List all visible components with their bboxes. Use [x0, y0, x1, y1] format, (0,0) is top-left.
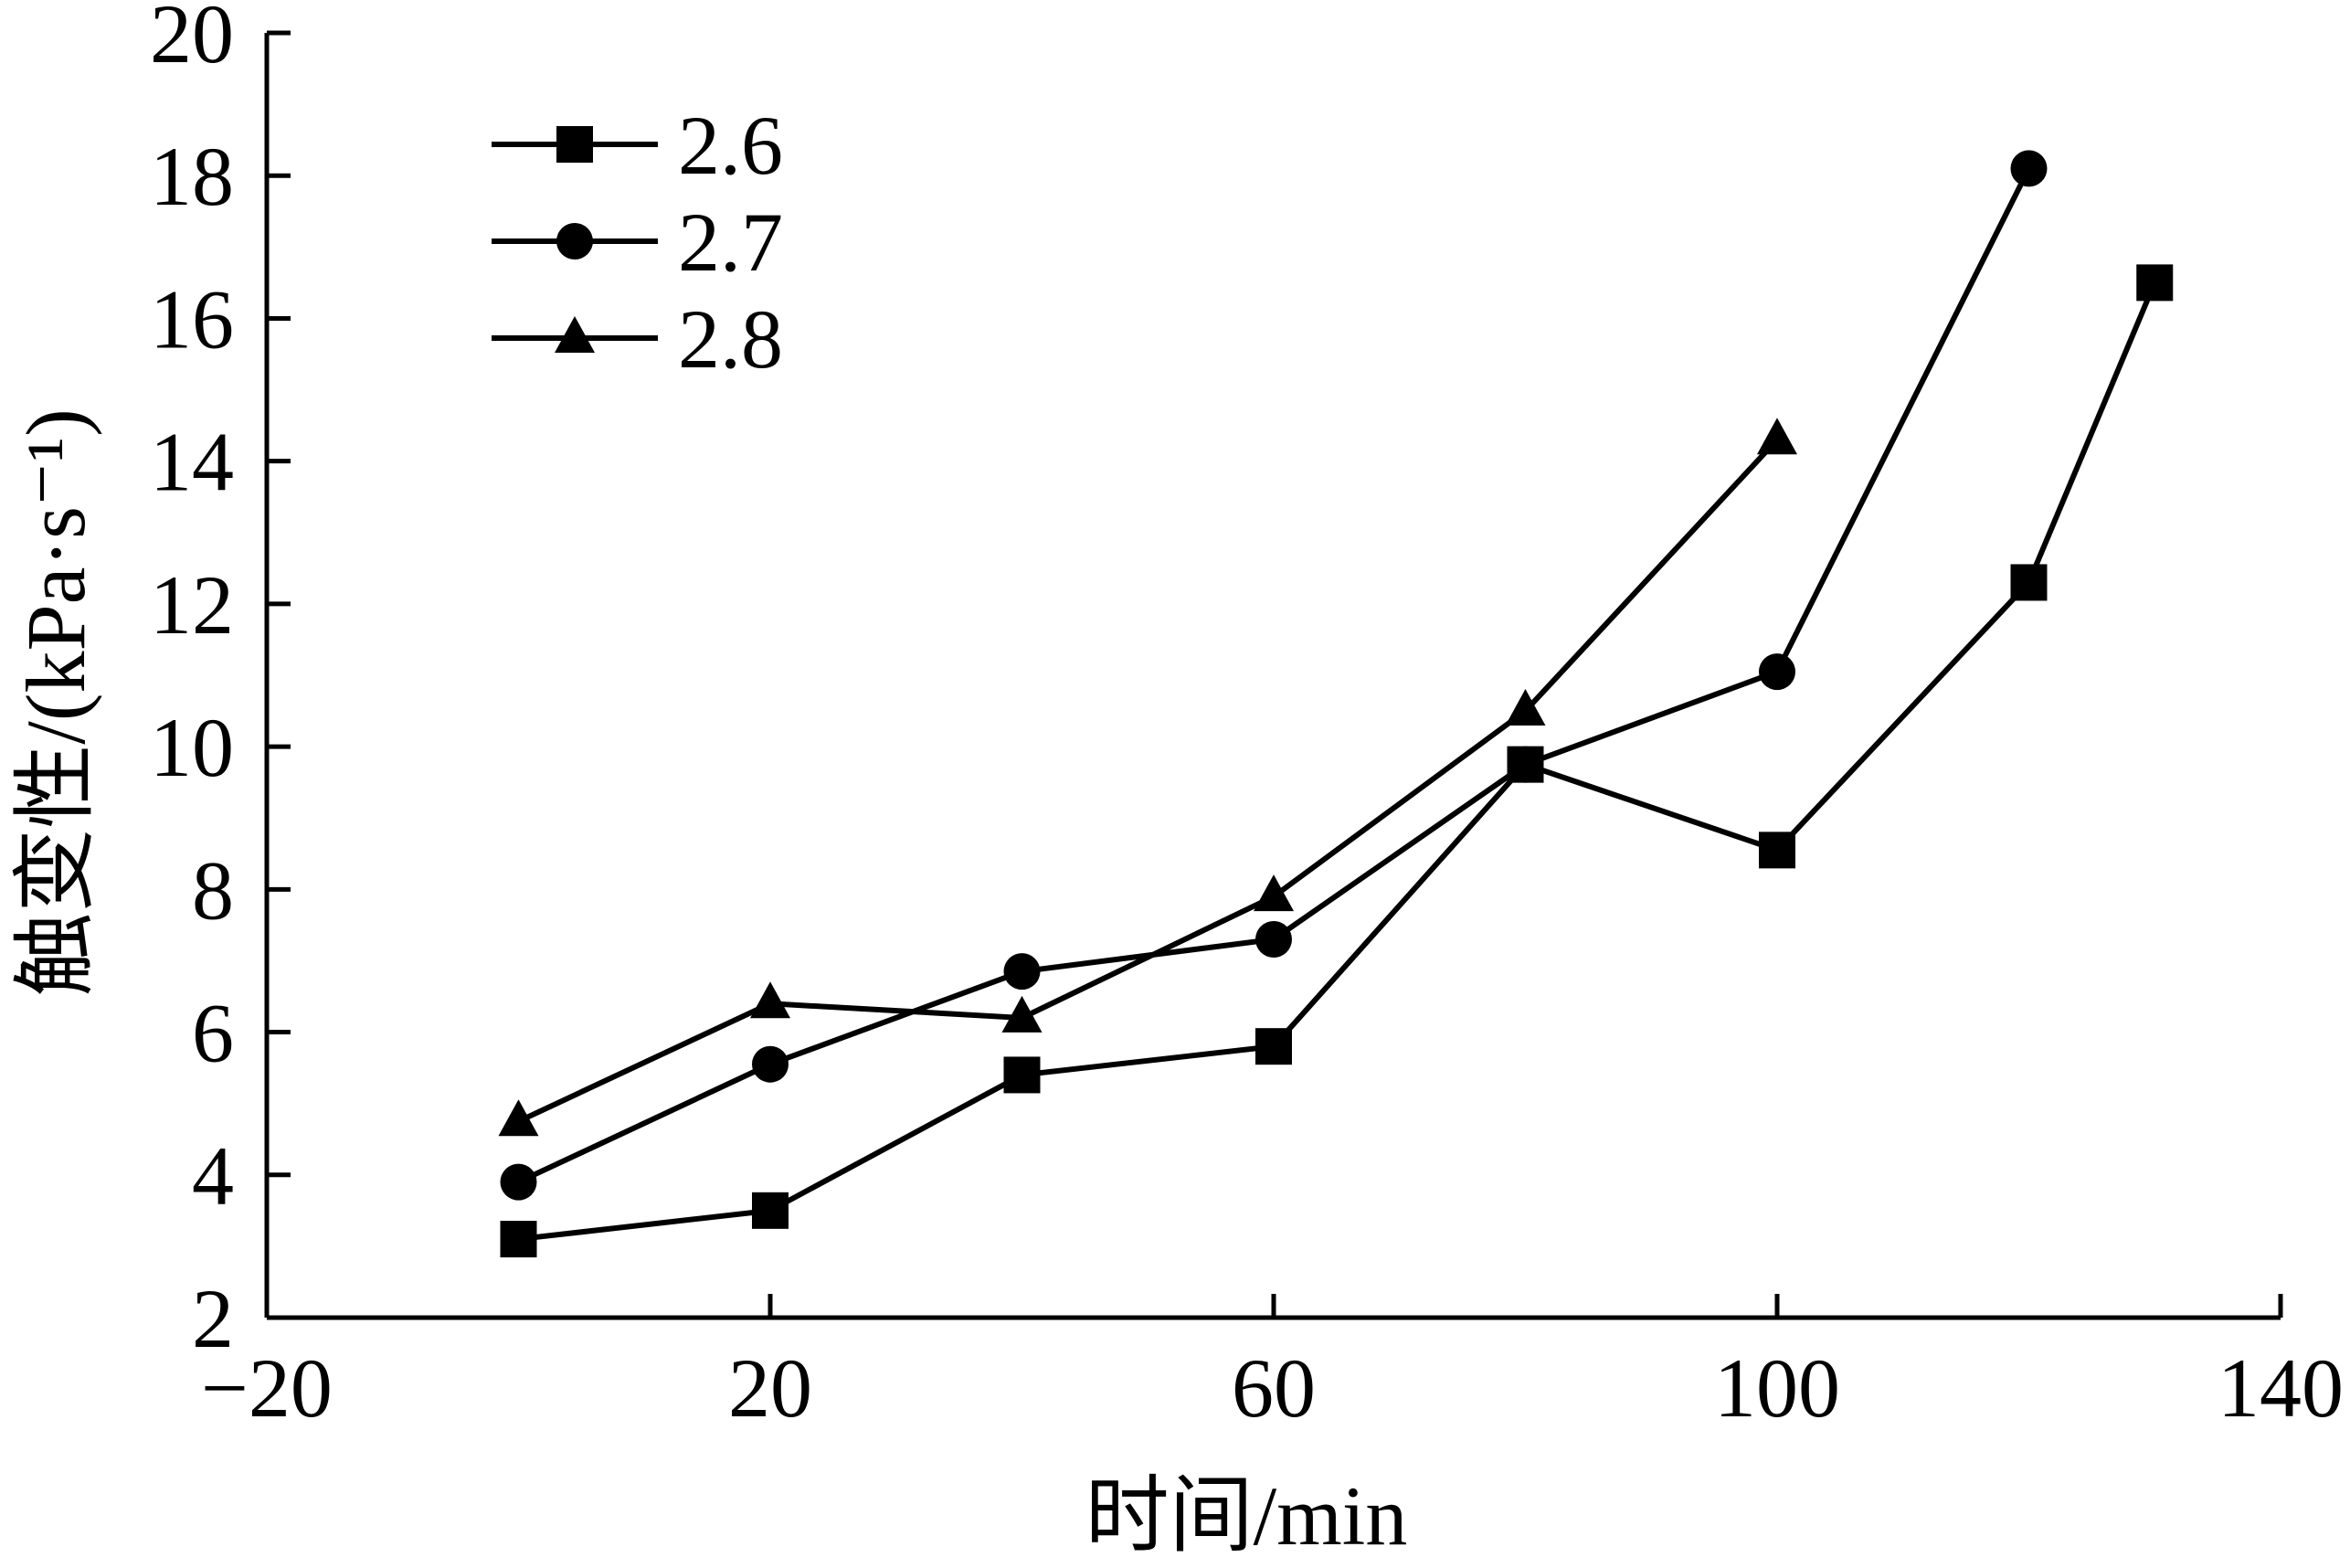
data-point	[1003, 1056, 1041, 1094]
x-tick-label: −20	[201, 1341, 333, 1435]
data-point	[500, 1221, 537, 1258]
y-tick-label: 18	[150, 130, 234, 223]
legend-label: 2.6	[678, 99, 783, 192]
x-tick-label: 20	[728, 1341, 812, 1435]
data-point	[1001, 995, 1043, 1033]
series-line	[517, 438, 1780, 1124]
legend-marker	[555, 316, 595, 353]
data-point	[2010, 150, 2048, 187]
data-point	[1254, 874, 1294, 912]
legend-marker	[556, 223, 593, 260]
data-point	[1003, 953, 1041, 991]
series-line	[518, 281, 2158, 1243]
legend-item: 2.8	[492, 292, 783, 386]
y-tick-label: 14	[150, 416, 234, 509]
x-tick-label: 140	[2218, 1341, 2344, 1435]
data-point	[1505, 689, 1546, 726]
legend-item: 2.6	[492, 99, 783, 192]
data-point	[498, 1099, 539, 1137]
y-axis-title: 触变性/(kPa·s⁻¹)	[9, 408, 102, 996]
data-point	[1255, 921, 1292, 959]
y-tick-label: 16	[150, 272, 234, 366]
data-point	[750, 981, 790, 1019]
data-point	[500, 1163, 537, 1201]
y-tick-label: 20	[150, 0, 234, 80]
y-tick-label: 8	[192, 843, 234, 937]
series-layer	[498, 150, 2174, 1258]
y-tick-label: 2	[192, 1272, 234, 1365]
y-tick-label: 6	[192, 987, 234, 1080]
legend-item: 2.7	[492, 196, 783, 289]
data-point	[2010, 564, 2048, 601]
data-point	[2136, 264, 2174, 302]
data-point	[1759, 832, 1795, 869]
x-tick-label: 60	[1232, 1341, 1316, 1435]
x-axis-title: 时间/min	[1085, 1469, 1408, 1563]
series-2.8	[498, 418, 1797, 1137]
data-point	[752, 1045, 789, 1083]
data-point	[752, 1192, 789, 1229]
series-2.6	[500, 264, 2174, 1258]
legend-label: 2.8	[678, 292, 783, 386]
y-tick-label: 4	[192, 1129, 234, 1223]
legend-marker	[556, 126, 593, 163]
data-point	[1255, 1028, 1292, 1065]
x-tick-label: 100	[1714, 1341, 1840, 1435]
series-2.7	[500, 150, 2048, 1201]
data-point	[1757, 418, 1797, 455]
y-tick-label: 10	[150, 701, 234, 794]
legend-label: 2.7	[678, 196, 783, 289]
y-tick-label: 12	[150, 558, 234, 652]
data-point	[1759, 653, 1795, 691]
legend: 2.62.72.8	[492, 99, 783, 386]
data-point	[1507, 746, 1544, 783]
axes: −20 20 60 100 140 2 4 6 8 10 12 14 16 18 20	[150, 0, 2344, 1435]
